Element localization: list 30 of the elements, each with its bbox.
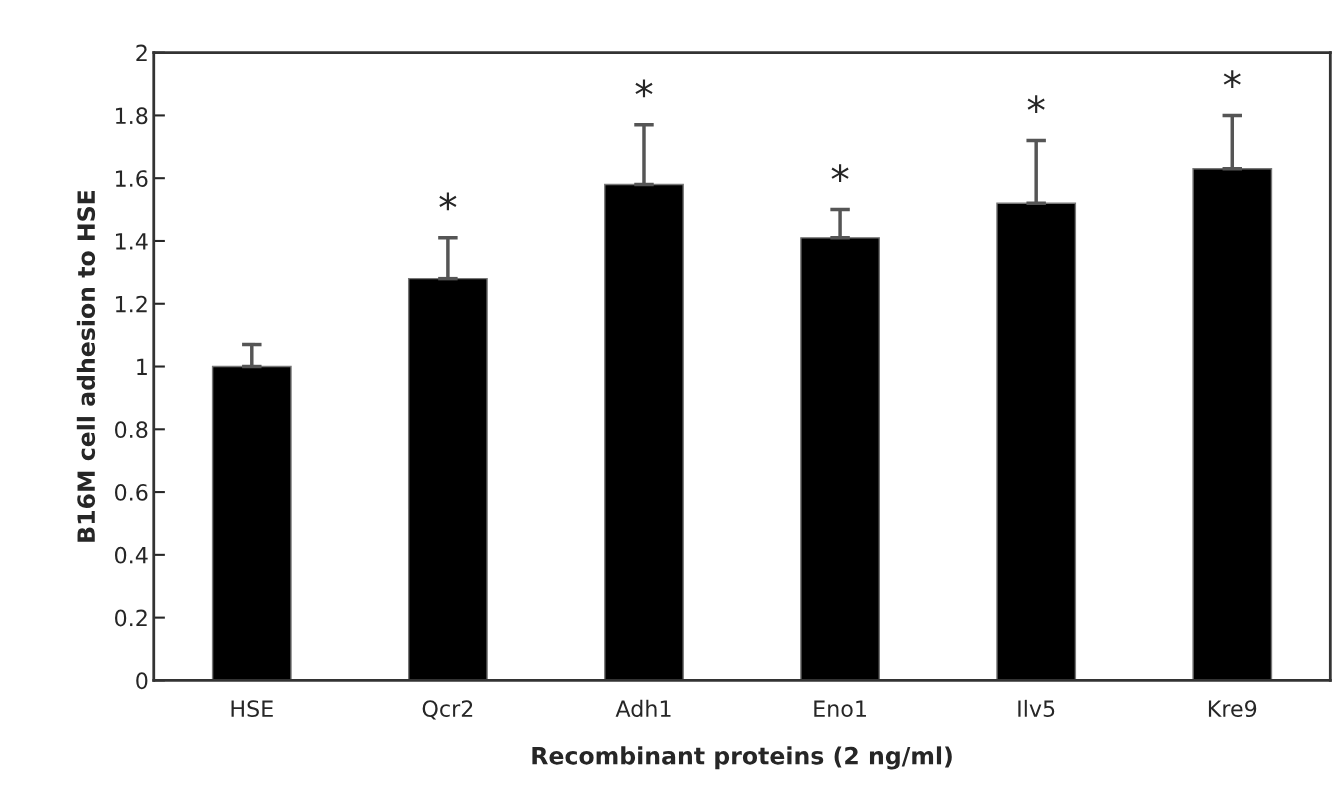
y-tick-label: 1.4	[115, 233, 148, 250]
bar	[407, 277, 488, 681]
y-tick-label: 1	[137, 358, 147, 375]
y-tick-label: 0.6	[115, 484, 148, 501]
x-tick-label: Adh1	[615, 699, 671, 718]
bar	[996, 202, 1077, 681]
annotation: *	[831, 164, 849, 183]
y-tick-label: 1.2	[115, 295, 147, 313]
x-tick-label: HSE	[231, 700, 273, 718]
y-tick-label: 1.8	[115, 107, 148, 125]
y-axis-title: B16M cell adhesion to HSE	[76, 190, 96, 542]
x-tick-label: Ilv5	[1018, 699, 1055, 718]
annotation: *	[1027, 95, 1045, 113]
bar	[604, 183, 684, 681]
annotation: *	[635, 79, 653, 98]
y-tick-label: 0.2	[115, 609, 147, 627]
y-tick-label: 1.6	[115, 170, 148, 187]
x-tick-label: Kre9	[1208, 700, 1257, 718]
bar	[800, 237, 880, 681]
x-tick-label: Eno1	[814, 700, 866, 718]
y-tick-label: 2	[136, 44, 147, 62]
y-tick-label: 0	[136, 672, 148, 690]
bar	[1192, 168, 1273, 681]
x-tick-label: Qcr2	[422, 700, 473, 720]
annotation: *	[1223, 70, 1241, 88]
y-tick-label: 0.8	[115, 421, 148, 439]
annotation: *	[439, 192, 457, 211]
bar	[211, 365, 292, 681]
y-tick-label: 0.4	[115, 546, 148, 564]
x-axis-title: Recombinant proteins (2 ng/ml)	[532, 746, 952, 770]
